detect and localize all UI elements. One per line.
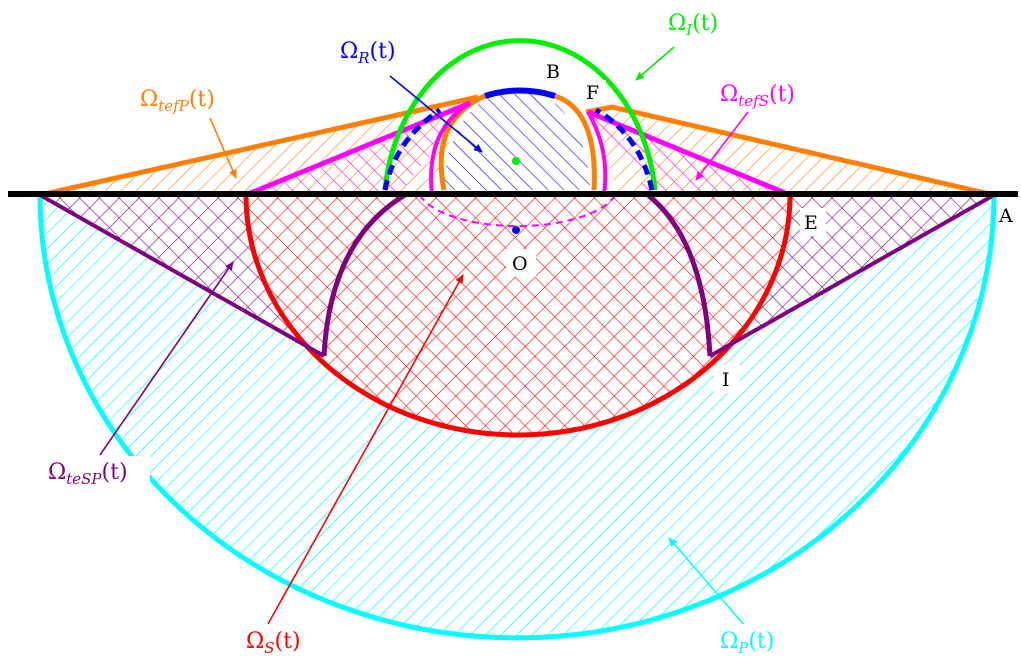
green-centre-dot <box>512 157 520 165</box>
omega-s-label: ΩS(t) <box>246 629 301 657</box>
point-o-label: O <box>512 253 528 275</box>
point-b-label: B <box>546 61 560 83</box>
purple-inner-arc <box>321 192 713 357</box>
omega-i-boundary <box>382 38 658 191</box>
omega-r-boundary <box>484 87 556 99</box>
point-i-label: I <box>722 369 730 391</box>
omega-s-boundary <box>243 194 793 438</box>
point-a-label: A <box>998 205 1013 227</box>
omega-tefp-region <box>40 97 994 195</box>
blue-dashed-arcs <box>382 107 655 191</box>
omega-tefp-label: ΩtefP(t) <box>140 87 215 115</box>
point-e-label: E <box>804 212 818 234</box>
omega-i-label: ΩI(t) <box>668 11 718 39</box>
point-o-dot <box>512 226 520 234</box>
point-f-label: F <box>586 82 599 104</box>
omega-r-label: ΩR(t) <box>340 39 396 67</box>
omega-r-region <box>444 88 590 190</box>
omega-p-label: ΩP(t) <box>720 629 774 657</box>
omega-tesp-label: ΩteSP(t) <box>48 460 128 488</box>
omega-tefs-label: ΩtefS(t) <box>720 82 795 110</box>
